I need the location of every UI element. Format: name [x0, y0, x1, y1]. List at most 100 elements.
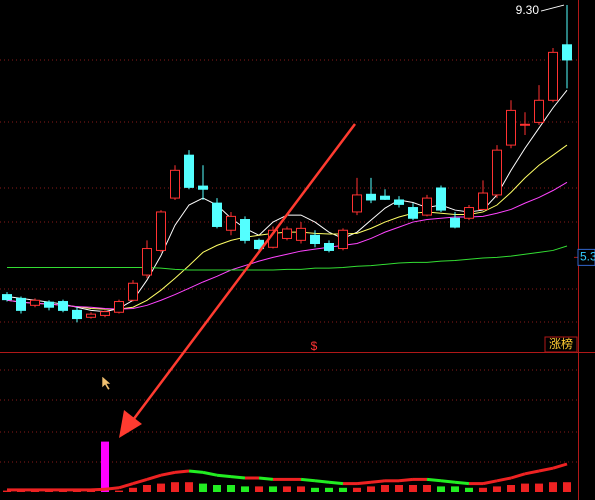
- candle-body: [282, 228, 292, 239]
- annotation-arrow: [119, 123, 356, 438]
- indicator-bar: [563, 482, 571, 492]
- indicator-line: [496, 476, 512, 483]
- indicator-bar: [311, 487, 319, 492]
- candle-body: [310, 234, 320, 244]
- indicator-bar: [129, 487, 137, 492]
- ma-line: [7, 245, 568, 271]
- indicator-line: [510, 472, 526, 480]
- candle-body: [562, 44, 572, 61]
- indicator-line: [104, 486, 120, 491]
- marker-line: [540, 4, 565, 12]
- candle-body: [30, 299, 40, 306]
- candle-body: [156, 211, 166, 251]
- indicator-bar: [395, 485, 403, 492]
- indicator-bar: [255, 486, 263, 492]
- indicator-bar: [409, 485, 417, 492]
- indicator-bar: [437, 486, 445, 492]
- signal-symbol: $: [311, 339, 318, 353]
- candle-body: [72, 309, 82, 320]
- indicator-bar: [283, 486, 291, 492]
- candle-body: [534, 99, 544, 123]
- candle-body: [366, 193, 376, 201]
- candle-body: [198, 185, 208, 190]
- indicator-line: [202, 470, 218, 477]
- candle-body: [380, 195, 390, 200]
- indicator-line: [454, 480, 470, 486]
- candle-body: [16, 297, 26, 311]
- candle-body: [212, 202, 222, 227]
- plot: 5.3 9.30: [2, 3, 595, 492]
- signal-bar: [101, 441, 109, 492]
- candle-body: [128, 282, 138, 301]
- indicator-line: [174, 469, 190, 474]
- candle-body: [338, 229, 348, 250]
- indicator-bar: [157, 483, 165, 492]
- indicator-bar: [171, 482, 179, 492]
- indicator-bar: [479, 487, 487, 492]
- candle-body: [408, 207, 418, 219]
- indicator-line: [370, 479, 386, 484]
- indicator-bar: [521, 483, 529, 492]
- indicator-bar: [493, 486, 501, 492]
- candle-body: [240, 219, 250, 241]
- indicator-line: [482, 479, 498, 486]
- candle-body: [492, 149, 502, 196]
- indicator-line: [118, 482, 134, 490]
- indicator-bar: [269, 486, 277, 492]
- indicator-bar: [367, 486, 375, 492]
- candle-body: [324, 242, 334, 251]
- indicator-bar: [339, 487, 347, 492]
- indicator-bar: [115, 490, 123, 492]
- candle-body: [142, 248, 152, 276]
- indicator-line: [538, 466, 554, 473]
- arrow-shaft: [129, 123, 356, 425]
- candle-body: [478, 192, 488, 210]
- indicator-bar: [185, 482, 193, 492]
- candle-body: [58, 301, 68, 311]
- tick-label-box: [577, 248, 595, 266]
- candle-body: [464, 207, 474, 219]
- indicator-bar: [465, 487, 473, 492]
- indicator-bar: [381, 485, 389, 492]
- indicator-bar: [143, 485, 151, 492]
- indicator-line: [216, 473, 232, 479]
- candle-body: [506, 109, 516, 146]
- indicator-line: [90, 487, 106, 492]
- indicator-bar: [199, 483, 207, 492]
- candle-body: [226, 215, 236, 231]
- candle-body: [352, 194, 362, 213]
- indicator-bar: [353, 487, 361, 492]
- candle-body: [450, 217, 460, 228]
- indicator-bar: [325, 487, 333, 492]
- cursor-icon: [101, 375, 112, 391]
- indicator-bar: [297, 486, 305, 492]
- indicator-line: [160, 470, 176, 477]
- candle-body: [296, 227, 306, 241]
- indicator-line: [552, 462, 568, 470]
- indicator-line: [524, 469, 540, 476]
- indicator-line: [398, 477, 414, 483]
- candle-body: [422, 197, 432, 216]
- candle-body: [184, 154, 194, 188]
- indicator-line: [314, 479, 330, 484]
- arrow-head: [119, 410, 142, 438]
- indicator-line: [356, 480, 372, 486]
- indicator-line: [426, 477, 442, 483]
- indicator-bar: [549, 482, 557, 492]
- indicator-line: [440, 479, 456, 484]
- candle-body: [394, 199, 404, 205]
- indicator-line: [132, 477, 148, 486]
- candle-body: [2, 294, 12, 301]
- indicator-line: [146, 473, 162, 481]
- candle-body: [548, 51, 558, 101]
- candle-body: [114, 301, 124, 313]
- indicator-line: [230, 475, 246, 480]
- label-box: [544, 336, 578, 353]
- candle-body: [170, 169, 180, 199]
- indicator-line: [328, 480, 344, 486]
- candle-body: [520, 123, 530, 126]
- indicator-line: [188, 469, 204, 474]
